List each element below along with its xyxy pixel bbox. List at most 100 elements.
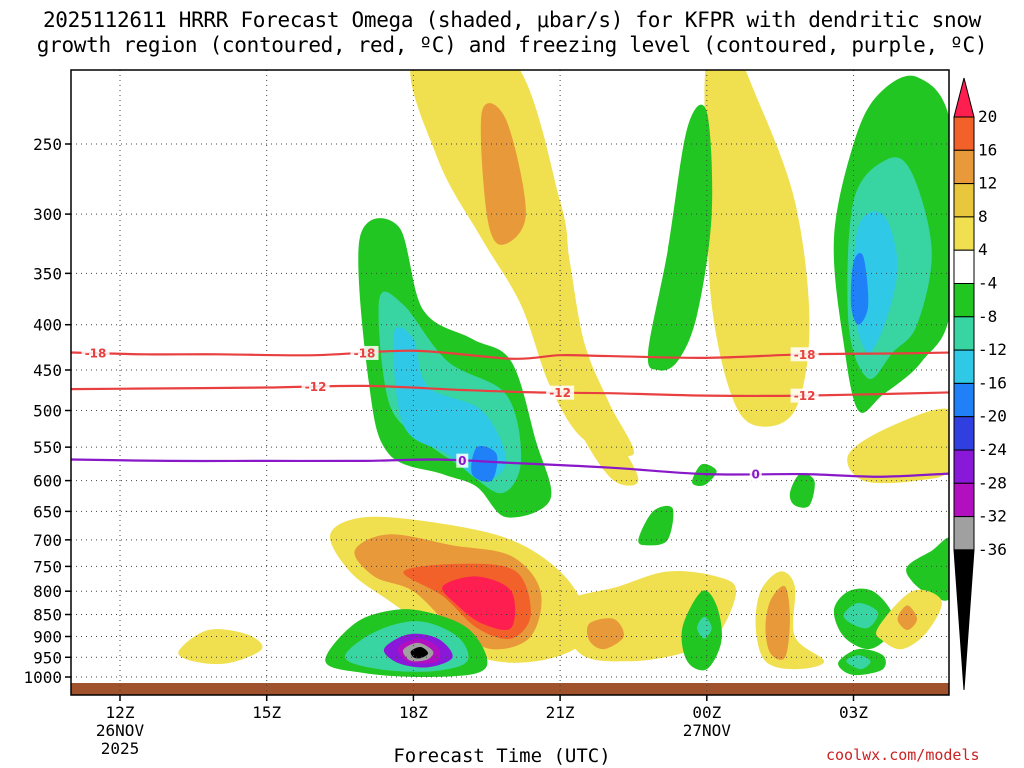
ytick-label-700: 700	[33, 531, 62, 550]
colorbar-swatch-13	[953, 516, 975, 551]
colorbar-label-7: -12	[978, 340, 1007, 359]
ytick-label-600: 600	[33, 472, 62, 491]
dgz-18C-label-0: -18	[85, 347, 107, 361]
ytick-label-950: 950	[33, 648, 62, 667]
dgz-18C-label-2: -18	[794, 348, 816, 362]
xtick-date-12: 27NOV	[683, 721, 732, 740]
surface-teal-right2	[843, 603, 879, 629]
colorbar: 20 16 12 8 4 -4 -8 -12 -16 -20 -24 -28 -32 -36	[953, 77, 1007, 691]
freezing-level-label-1: 0	[752, 468, 760, 482]
colorbar-label-4: 4	[978, 240, 988, 259]
dgz-12C-line	[71, 384, 949, 398]
xtick-label-12: 00Z	[692, 703, 721, 722]
ytick-label-550: 550	[33, 438, 62, 457]
mid-orange-streak	[586, 618, 624, 650]
freezing-level-label-bg-1	[749, 467, 762, 482]
right-yellow-column	[704, 70, 810, 427]
ytick-label-650: 650	[33, 502, 62, 521]
ytick-label-800: 800	[33, 582, 62, 601]
colorbar-label-3: 8	[978, 207, 988, 226]
small-green-right	[789, 473, 815, 508]
colorbar-bottom-arrow	[953, 549, 975, 691]
ytick-label-450: 450	[33, 361, 62, 380]
lower-right-orange	[765, 585, 790, 660]
ytick-label-250: 250	[33, 135, 62, 154]
xtick-label-15: 03Z	[839, 703, 868, 722]
colorbar-label-1: 16	[978, 140, 997, 159]
colorbar-swatch-1	[953, 116, 975, 151]
ytick-label-900: 900	[33, 627, 62, 646]
pressure-axis: 250 300 350 400 450 500 550 600 650 700 750 800 850 9…	[23, 135, 71, 687]
ytick-label-1000: 1000	[23, 668, 62, 687]
colorbar-swatch-11	[953, 449, 975, 484]
surface-teal-right1	[697, 616, 712, 639]
gridlines	[71, 70, 949, 695]
colorbar-top-arrow	[953, 77, 975, 118]
dgz-18C-line	[71, 349, 949, 360]
ytick-label-300: 300	[33, 205, 62, 224]
colorbar-label-5: -4	[978, 274, 997, 293]
colorbar-label-10: -24	[978, 440, 1007, 459]
small-yellow-west	[178, 629, 263, 665]
right-yellow-wedge	[847, 408, 949, 484]
ytick-label-400: 400	[33, 316, 62, 335]
colorbar-label-8: -16	[978, 373, 1007, 392]
dgz-12C-label-0: -12	[305, 380, 327, 394]
dgz-18C-label-bg-1	[350, 345, 379, 360]
right-green-wedge	[906, 537, 949, 601]
low-magenta-core	[442, 576, 516, 630]
chart-title-line1: 2025112611 HRRR Forecast Omega (shaded, …	[42, 8, 982, 32]
colorbar-label-12: -32	[978, 507, 1007, 526]
plot-frame	[70, 69, 950, 696]
colorbar-swatch-7	[953, 316, 975, 351]
dgz-12C-label-1: -12	[549, 386, 571, 400]
freezing-level-label-0: 0	[458, 454, 466, 468]
ytick-label-750: 750	[33, 557, 62, 576]
xtick-label-3: 15Z	[252, 703, 281, 722]
upper-right-blue	[850, 253, 869, 325]
ytick-label-350: 350	[33, 264, 62, 283]
ytick-label-850: 850	[33, 606, 62, 625]
x-axis-label: Forecast Time (UTC)	[393, 745, 611, 767]
colorbar-swatch-12	[953, 482, 975, 518]
xtick-label-0: 12Z	[106, 703, 135, 722]
cyan-descent	[393, 327, 507, 481]
far-right-orange	[897, 605, 918, 631]
dgz-12C-label-bg-1	[546, 385, 575, 400]
xtick-label-9: 21Z	[546, 703, 575, 722]
colorbar-swatch-9	[953, 382, 975, 418]
surface-black-core	[410, 646, 429, 659]
colorbar-label-13: -36	[978, 540, 1007, 559]
colorbar-swatch-2	[953, 149, 975, 185]
colorbar-swatch-5	[953, 249, 975, 284]
dgz-12C-label-bg-2	[790, 388, 819, 403]
colorbar-swatch-4	[953, 216, 975, 251]
upper-green-streak	[647, 104, 713, 371]
surface-teal-right3	[846, 655, 871, 670]
ground-strip	[71, 683, 949, 695]
colorbar-swatch-10	[953, 416, 975, 451]
plot-border	[70, 69, 950, 696]
dgz-18C-label-bg-2	[790, 347, 819, 362]
small-green-left	[638, 505, 674, 546]
ytick-label-500: 500	[33, 402, 62, 421]
freezing-level-label-bg-0	[456, 453, 469, 468]
colorbar-swatch-6	[953, 283, 975, 318]
xtick-label-6: 18Z	[399, 703, 428, 722]
blue-core	[471, 446, 498, 482]
upper-orange-core	[480, 103, 526, 245]
mid-yellow-tongue	[540, 261, 639, 486]
dgz-12C-label-bg-0	[301, 379, 330, 394]
colorbar-label-9: -20	[978, 407, 1007, 426]
colorbar-label-2: 12	[978, 174, 997, 193]
colorbar-swatch-8	[953, 349, 975, 384]
chart-title-line2: growth region (contoured, red, ºC) and f…	[36, 33, 988, 57]
dgz-12C-label-2: -12	[794, 389, 816, 403]
credit-text: coolwx.com/models	[826, 746, 980, 764]
colorbar-label-11: -28	[978, 473, 1007, 492]
omega-shaded-regions	[71, 70, 949, 695]
xtick-year-0: 2025	[101, 739, 140, 758]
temperature-contours: -18 -18 -18 -12 -12 -12 0 0	[71, 345, 949, 482]
